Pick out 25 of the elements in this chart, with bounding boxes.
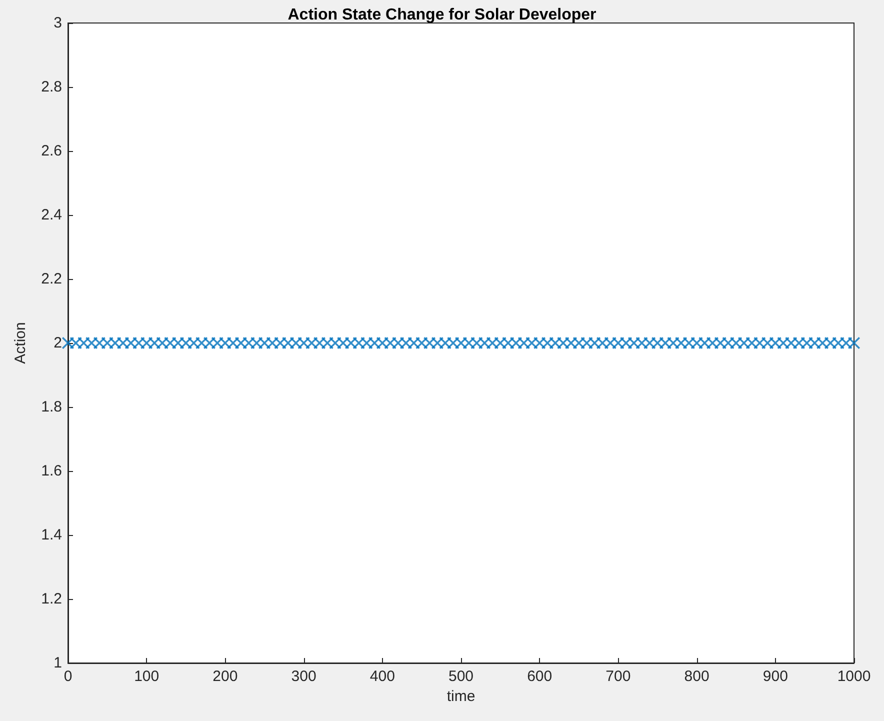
y-tick-label: 2.4 bbox=[41, 206, 62, 224]
x-tick-label: 500 bbox=[448, 668, 474, 685]
x-tick-label: 1000 bbox=[837, 668, 871, 685]
x-axis-title: time bbox=[446, 688, 476, 705]
x-tick-label: 800 bbox=[684, 668, 710, 685]
y-tick-label: 1.8 bbox=[41, 398, 62, 416]
x-tick-label: 900 bbox=[762, 668, 788, 685]
x-tick-label: 300 bbox=[291, 668, 316, 685]
y-tick-label: 2 bbox=[54, 334, 62, 352]
y-tick-label: 1 bbox=[54, 654, 62, 672]
x-tick-label: 700 bbox=[606, 668, 631, 685]
y-tick-label: 3 bbox=[54, 14, 62, 32]
y-tick-label: 1.6 bbox=[41, 462, 62, 480]
y-tick-label: 2.6 bbox=[41, 142, 62, 160]
y-tick-label: 2.8 bbox=[41, 78, 62, 96]
y-tick-label: 1.2 bbox=[41, 590, 62, 608]
x-tick-label: 600 bbox=[527, 668, 552, 685]
x-tick-label: 0 bbox=[64, 668, 72, 685]
y-axis-title: Action bbox=[12, 322, 29, 364]
chart-title: Action State Change for Solar Developer bbox=[288, 6, 596, 24]
x-tick-label: 100 bbox=[134, 668, 160, 685]
y-tick-label: 2.2 bbox=[41, 270, 62, 288]
x-tick-label: 200 bbox=[212, 668, 238, 685]
y-tick-label: 1.4 bbox=[41, 526, 62, 544]
x-tick-label: 400 bbox=[370, 668, 395, 685]
